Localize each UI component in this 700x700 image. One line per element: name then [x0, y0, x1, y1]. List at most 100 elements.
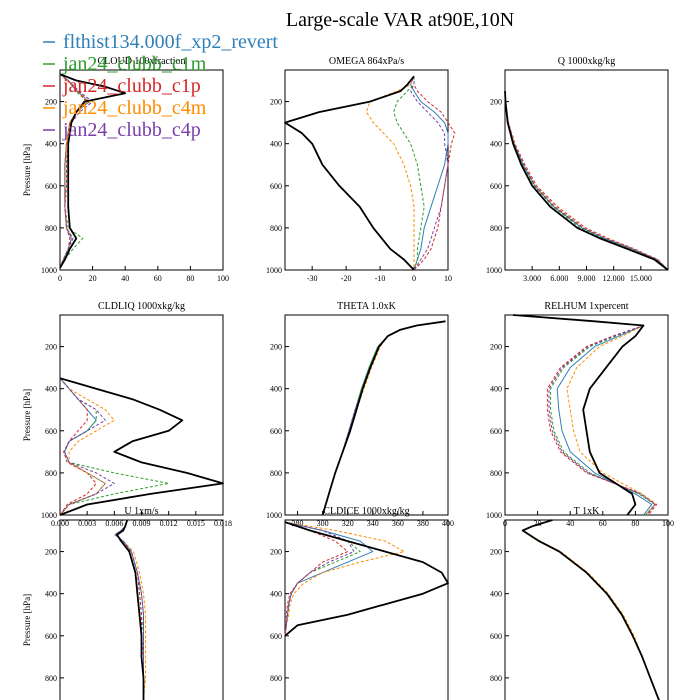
series-line-4 [504, 91, 669, 271]
x-tick-label: 0.015 [187, 519, 205, 528]
series-line-5 [522, 519, 660, 700]
panel-title: CLDLIQ 1000xkg/kg [98, 301, 185, 312]
panel-title: THETA 1.0xK [337, 301, 396, 312]
panel-title: CLOUD 100xfraction [97, 56, 185, 67]
y-tick-label: 200 [270, 548, 282, 557]
y-axis-label: Pressure [hPa] [22, 389, 32, 441]
series-line-4 [284, 521, 349, 636]
y-tick-label: 600 [490, 182, 502, 191]
series-line-4 [322, 320, 446, 516]
series-line-2 [322, 320, 446, 516]
panel-title: CLDICE 1000xkg/kg [323, 506, 409, 517]
plot-frame [504, 69, 669, 271]
y-tick-label: 400 [490, 590, 502, 599]
x-tick-label: 0.009 [133, 519, 151, 528]
legend: flthist134.000f_xp2_revert jan24_clubb_c1… [43, 31, 278, 141]
y-tick-label: 200 [270, 98, 282, 107]
x-tick-label: -20 [341, 274, 352, 283]
x-tick-label: -10 [375, 274, 386, 283]
series-line-1 [116, 519, 145, 700]
plot-frame [59, 519, 224, 700]
plot-frame [504, 519, 669, 700]
y-tick-label: 200 [490, 343, 502, 352]
series-line-5 [59, 377, 115, 516]
y-tick-label: 600 [490, 427, 502, 436]
y-axis-label: Pressure [hPa] [22, 594, 32, 646]
y-tick-label: 1000 [486, 266, 502, 275]
series-line-3 [322, 320, 446, 516]
x-tick-label: 6.000 [550, 274, 568, 283]
panel-title: RELHUM 1xpercent [544, 301, 628, 312]
y-tick-label: 600 [45, 427, 57, 436]
legend-item: jan24_clubb_c4p [43, 119, 201, 141]
x-tick-label: 20 [534, 519, 542, 528]
series-line-5 [513, 314, 656, 516]
series-line-2 [513, 314, 653, 516]
y-tick-label: 200 [45, 98, 57, 107]
x-tick-label: 80 [631, 519, 639, 528]
figure-title: Large-scale VAR at90E,10N [286, 9, 514, 31]
series-line-1 [521, 519, 660, 700]
y-tick-label: 800 [270, 674, 282, 683]
y-tick-label: 400 [45, 385, 57, 394]
y-tick-label: 800 [270, 469, 282, 478]
plot-frame [284, 519, 449, 700]
legend-item: jan24_clubb_c1p [43, 75, 201, 97]
series-line-5 [504, 91, 669, 271]
series-line-6 [513, 314, 656, 516]
y-tick-label: 400 [270, 590, 282, 599]
series-line-6 [322, 320, 446, 516]
y-tick-label: 1000 [266, 266, 282, 275]
y-tick-label: 600 [490, 632, 502, 641]
x-tick-label: 0 [412, 274, 416, 283]
y-tick-label: 600 [45, 182, 57, 191]
panel-cloud-100xfraction: CLOUD 100xfraction Pressure [hPa] 0 20 40 60 8… [22, 56, 229, 283]
series-line-3 [504, 91, 669, 271]
y-tick-label: 600 [270, 427, 282, 436]
x-tick-label: 100 [217, 274, 229, 283]
series-line-2 [410, 76, 449, 271]
series-line-5 [114, 519, 147, 700]
plot-frame [59, 69, 224, 271]
series-line-6 [59, 377, 115, 516]
panel-cldice-1000xkg-kg: CLDICE 1000xkg/kg0.0000.0020.0040.0060.0… [270, 506, 449, 700]
legend-item: jan24_clubb_c4m [43, 97, 207, 119]
series-line-2 [284, 521, 374, 636]
series-line-6 [522, 519, 660, 700]
panel-title: U 1xm/s [124, 506, 158, 517]
x-tick-label: 300 [317, 519, 329, 528]
y-tick-label: 600 [45, 632, 57, 641]
panel-title: OMEGA 864xPa/s [329, 56, 404, 67]
panels-layer: CLOUD 100xfraction Pressure [hPa] 0 20 40 60 8… [22, 56, 674, 700]
series-line-3 [284, 521, 361, 636]
x-tick-label: 40 [121, 274, 129, 283]
x-tick-label: 380 [417, 519, 429, 528]
series-line-5 [284, 521, 405, 636]
x-tick-label: 280 [292, 519, 304, 528]
y-tick-label: 200 [490, 548, 502, 557]
y-tick-label: 800 [45, 469, 57, 478]
series-line-4 [413, 76, 456, 271]
panel-q-1000xkg-kg: Q 1000xkg/kg 3.000 6.000 9.000 12.000 15.000 2… [486, 56, 669, 283]
legend-item: flthist134.000f_xp2_revert [43, 31, 278, 53]
y-tick-label: 1000 [41, 511, 57, 520]
y-tick-label: 400 [270, 385, 282, 394]
y-tick-label: 1000 [486, 511, 502, 520]
y-tick-label: 200 [270, 343, 282, 352]
plot-frame [59, 314, 224, 516]
x-tick-label: -30 [307, 274, 318, 283]
y-tick-label: 200 [490, 98, 502, 107]
series-line-1 [513, 314, 645, 516]
y-tick-label: 400 [490, 140, 502, 149]
x-tick-label: 0 [58, 274, 62, 283]
legend-label: jan24_clubb_c1p [62, 75, 201, 97]
series-line-4 [522, 519, 660, 700]
x-tick-label: 320 [342, 519, 354, 528]
x-tick-label: 0.012 [160, 519, 178, 528]
legend-label: jan24_clubb_c4p [62, 119, 201, 141]
